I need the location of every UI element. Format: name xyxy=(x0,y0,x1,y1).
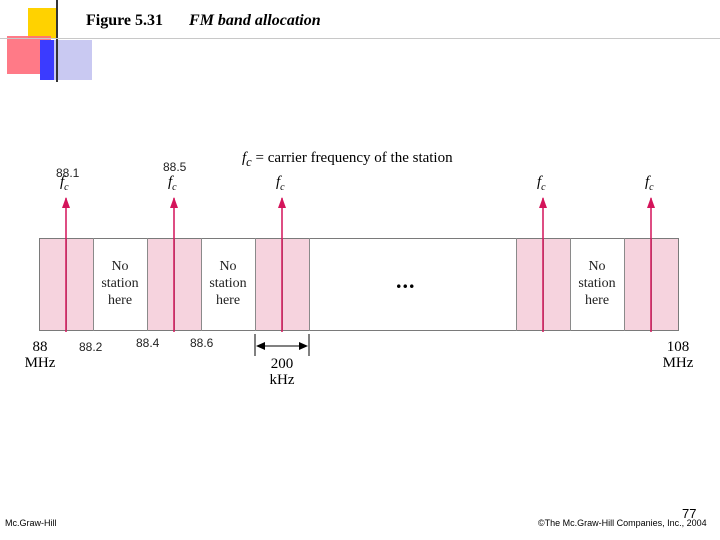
carrier-symbol: fc xyxy=(276,174,285,193)
channel-spacing-label: 200 kHz xyxy=(262,356,302,388)
carrier-label-88-1: 88.1 xyxy=(56,166,80,180)
no-station-line: station xyxy=(209,276,247,291)
dimension-arrow-right-icon xyxy=(299,342,308,350)
carrier-symbol: fc xyxy=(168,174,177,193)
carrier-symbol: fc xyxy=(645,174,654,193)
carrier-symbol: fc xyxy=(537,174,546,193)
edge-label-88-4: 88.4 xyxy=(136,336,160,350)
fc-c: c xyxy=(64,182,69,193)
edge-label-88-6: 88.6 xyxy=(190,336,214,350)
arrowhead-icon xyxy=(170,197,178,208)
legend-text: = carrier frequency of the station xyxy=(255,150,453,166)
publisher-footer: Mc.Graw-Hill xyxy=(5,518,57,528)
spacing-value: 200 xyxy=(270,356,294,372)
fc-f: f xyxy=(168,174,173,190)
no-station-line: here xyxy=(584,293,610,308)
no-station-line: No xyxy=(111,259,129,274)
no-station-label: No station here xyxy=(201,258,255,309)
band-divider xyxy=(570,238,571,331)
arrowhead-icon xyxy=(62,197,70,208)
axis-right-label: 108 MHz xyxy=(654,339,702,371)
axis-left-value: 88 xyxy=(32,339,48,355)
dimension-arrow-left-icon xyxy=(256,342,265,350)
copyright-footer: ©The Mc.Graw-Hill Companies, Inc., 2004 xyxy=(538,518,707,528)
fc-c: c xyxy=(649,182,654,193)
corner-vertical-line xyxy=(56,0,58,82)
legend: fc = carrier frequency of the station xyxy=(242,150,453,170)
band-divider xyxy=(624,238,625,331)
carrier-label-88-5: 88.5 xyxy=(163,160,187,174)
corner-horizontal-line xyxy=(0,38,720,39)
edge-label-88-2: 88.2 xyxy=(79,340,103,354)
no-station-line: station xyxy=(578,276,616,291)
no-station-label: No station here xyxy=(570,258,624,309)
band-divider xyxy=(147,238,148,331)
ellipsis: ... xyxy=(396,268,416,293)
figure-title: Figure 5.31 FM band allocation xyxy=(86,12,321,30)
no-station-line: here xyxy=(107,293,133,308)
no-station-label: No station here xyxy=(93,258,147,309)
fc-f: f xyxy=(60,174,65,190)
band-divider xyxy=(93,238,94,331)
no-station-line: station xyxy=(101,276,139,291)
no-station-line: No xyxy=(219,259,237,274)
fc-c: c xyxy=(172,182,177,193)
arrowhead-icon xyxy=(647,197,655,208)
band-divider xyxy=(201,238,202,331)
axis-left-unit: MHz xyxy=(24,355,56,371)
figure-caption: FM band allocation xyxy=(189,12,321,29)
legend-subscript: c xyxy=(246,155,252,169)
axis-left-label: 88 MHz xyxy=(18,339,62,371)
fm-band xyxy=(39,238,679,331)
corner-square-yellow xyxy=(28,8,58,38)
page-number: 77 xyxy=(682,506,697,521)
no-station-line: No xyxy=(588,259,606,274)
fc-c: c xyxy=(541,182,546,193)
legend-symbol: f xyxy=(242,150,247,166)
corner-square-blue xyxy=(40,40,54,80)
axis-right-unit: MHz xyxy=(662,355,694,371)
axis-right-value: 108 xyxy=(666,339,690,355)
fc-c: c xyxy=(280,182,285,193)
band-divider xyxy=(309,238,310,331)
fc-f: f xyxy=(537,174,542,190)
arrowhead-icon xyxy=(539,197,547,208)
carrier-symbol: fc xyxy=(60,174,69,193)
spacing-unit: kHz xyxy=(269,372,295,388)
corner-square-lavender xyxy=(52,40,92,80)
band-divider xyxy=(516,238,517,331)
figure-number: Figure 5.31 xyxy=(86,12,164,29)
arrowhead-icon xyxy=(278,197,286,208)
fc-f: f xyxy=(276,174,281,190)
no-station-line: here xyxy=(215,293,241,308)
band-divider xyxy=(255,238,256,331)
fc-f: f xyxy=(645,174,650,190)
